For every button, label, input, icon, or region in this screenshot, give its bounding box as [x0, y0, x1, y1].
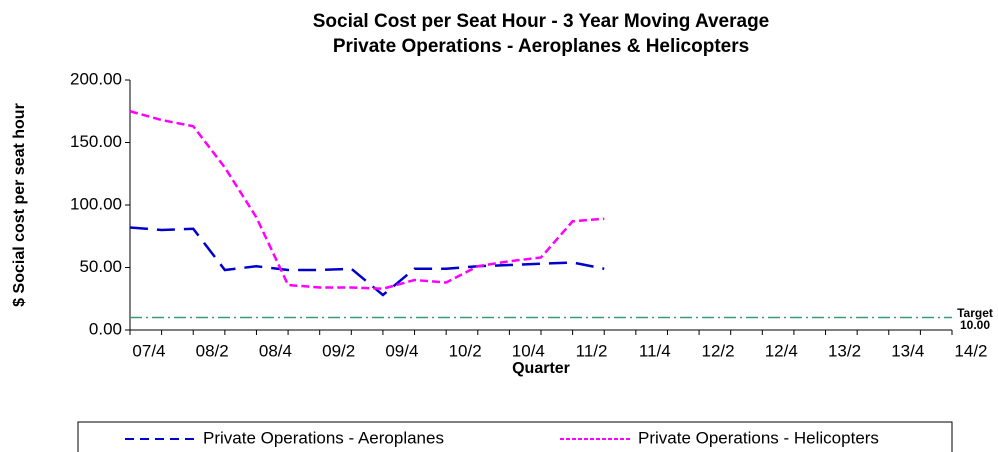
- y-axis-title: $ Social cost per seat hour: [11, 103, 28, 307]
- target-label: 10.00: [960, 318, 990, 332]
- x-tick-label: 12/4: [765, 341, 798, 360]
- x-tick-label: 09/2: [322, 341, 355, 360]
- y-tick-label: 200.00: [70, 69, 122, 88]
- legend-label: Private Operations - Aeroplanes: [203, 428, 444, 447]
- x-tick-label: 10/4: [512, 341, 545, 360]
- x-tick-label: 09/4: [385, 341, 418, 360]
- target-name: Target: [957, 306, 993, 320]
- x-tick-label: 11/4: [639, 341, 671, 360]
- x-tick-label: 12/2: [701, 341, 734, 360]
- y-tick-label: 100.00: [70, 194, 122, 213]
- x-tick-label: 08/4: [259, 341, 292, 360]
- y-tick-label: 50.00: [79, 257, 122, 276]
- series-line: [129, 110, 605, 291]
- x-tick-label: 07/4: [132, 341, 165, 360]
- y-tick-label: 150.00: [70, 132, 122, 151]
- series-line: [129, 226, 605, 297]
- x-tick-label: 13/4: [891, 341, 924, 360]
- x-axis-title: Quarter: [512, 360, 570, 377]
- x-tick-label: 10/2: [449, 341, 482, 360]
- y-tick-label: 0.00: [89, 319, 122, 338]
- x-tick-label: 08/2: [196, 341, 229, 360]
- chart-subtitle: Private Operations - Aeroplanes & Helico…: [333, 36, 749, 57]
- x-tick-label: 14/2: [954, 341, 987, 360]
- chart-title: Social Cost per Seat Hour - 3 Year Movin…: [313, 11, 770, 32]
- x-tick-label: 13/2: [828, 341, 861, 360]
- legend-label: Private Operations - Helicopters: [638, 428, 879, 447]
- x-tick-label: 11/2: [576, 341, 608, 360]
- legend-box: [77, 421, 953, 452]
